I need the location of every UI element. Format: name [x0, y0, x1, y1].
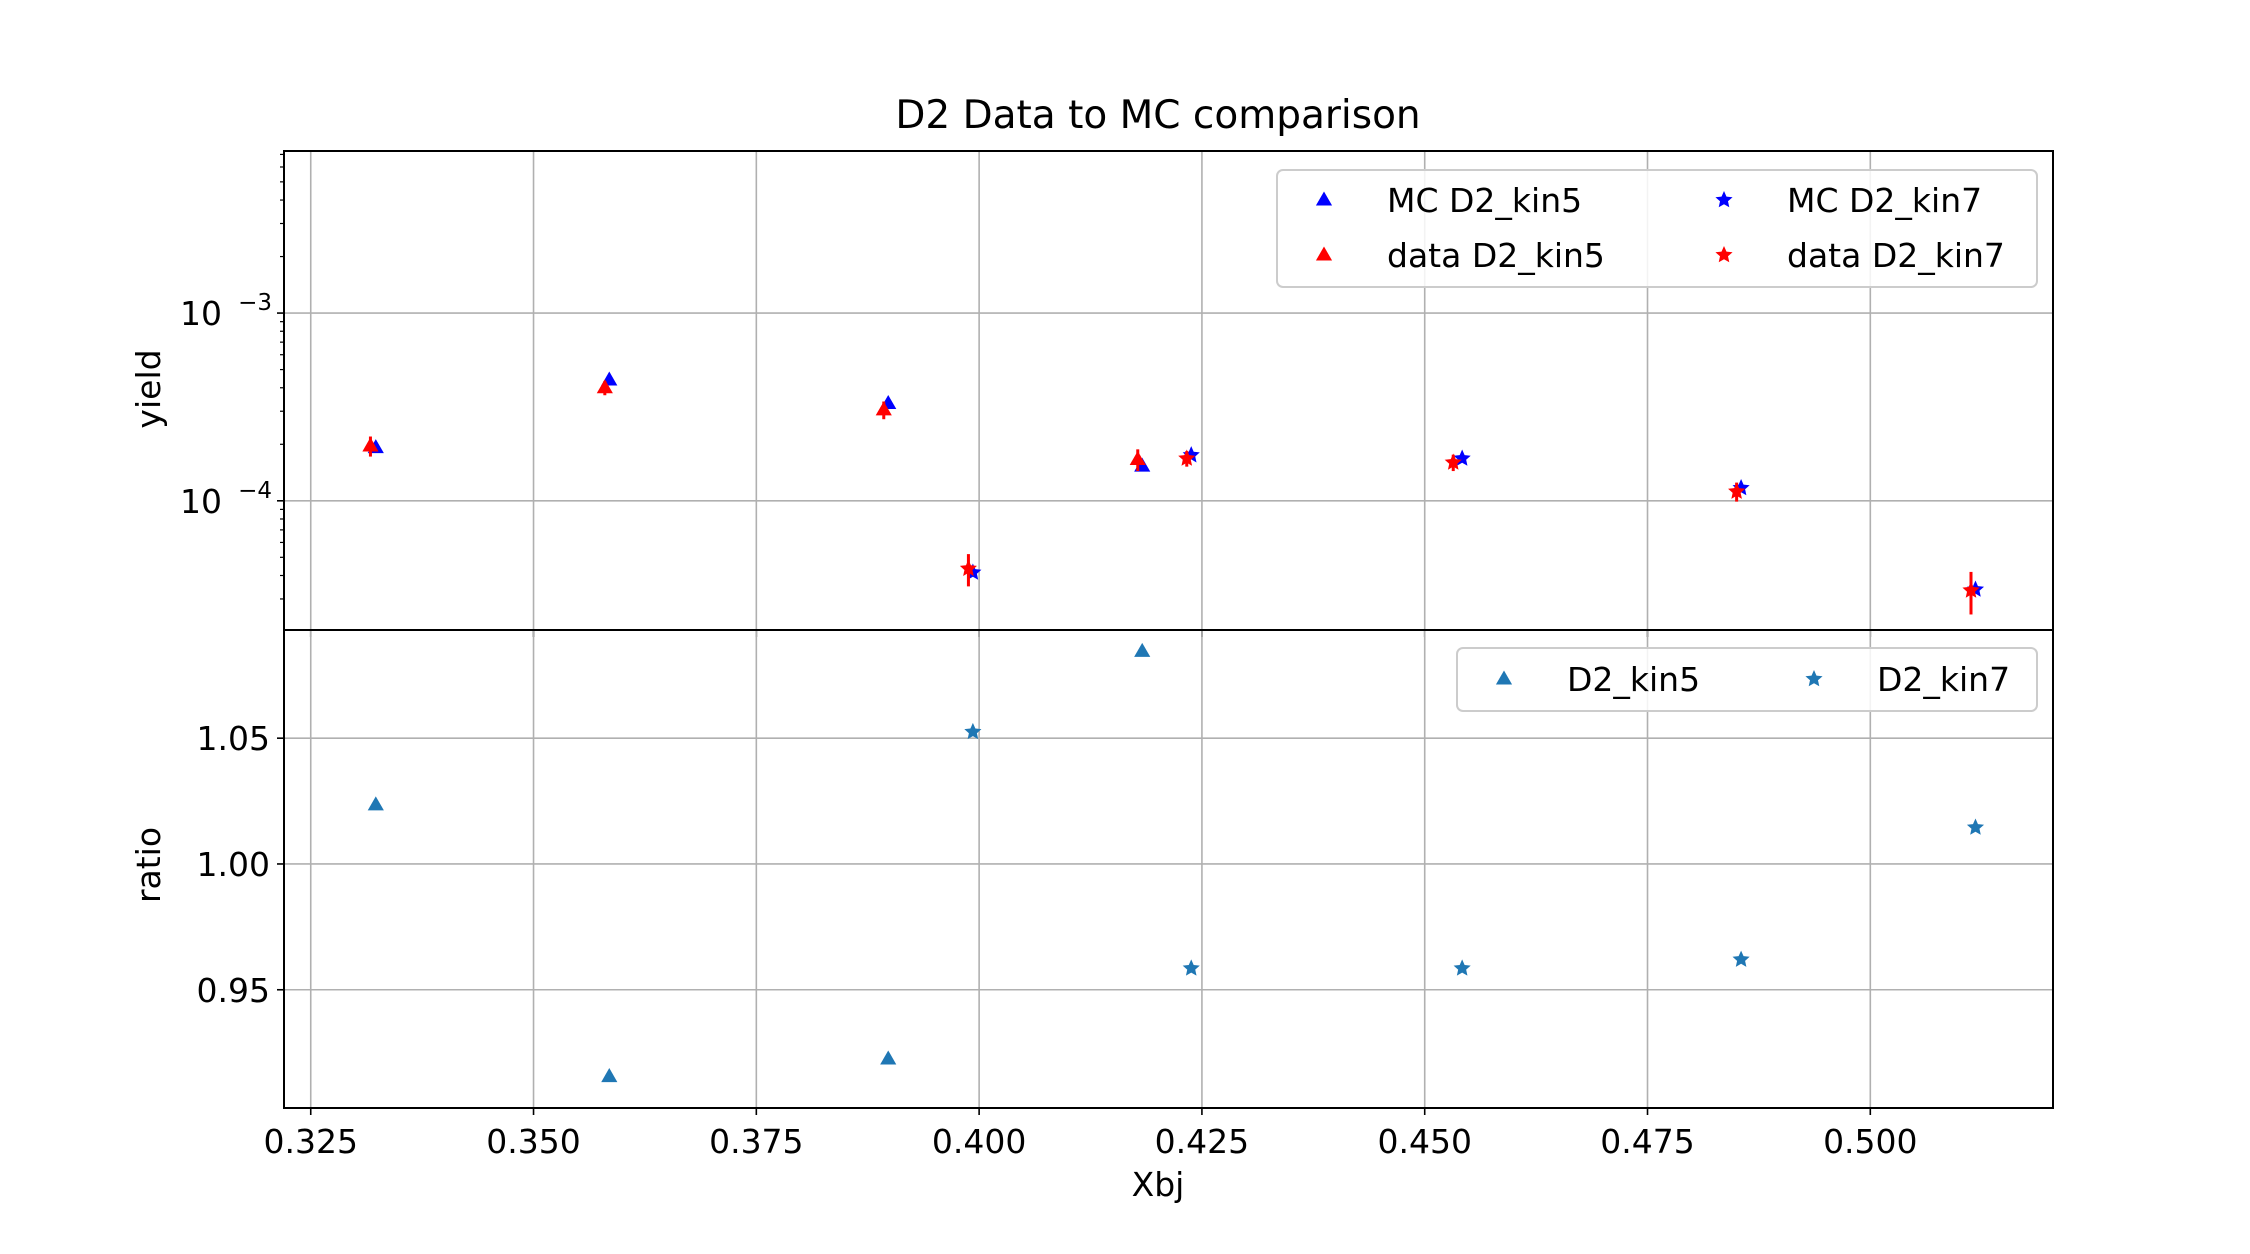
data-point	[875, 401, 892, 416]
data-point	[1129, 450, 1146, 465]
data-point	[959, 559, 977, 576]
legend-item-d2-kin7: D2_kin7	[1805, 660, 2010, 699]
data-point	[1134, 642, 1151, 657]
bottom-x-tick-label: 0.475	[1600, 1122, 1694, 1161]
legend-marker	[1495, 670, 1513, 685]
data-point	[880, 1050, 897, 1065]
legend-label: data D2_kin7	[1787, 236, 2005, 275]
legend-label: D2_kin7	[1877, 660, 2010, 699]
bottom-y-tick-label: 1.05	[197, 719, 270, 758]
data-point	[1178, 449, 1196, 466]
bottom-x-tick-label: 0.500	[1823, 1122, 1917, 1161]
bottom-x-tick-label: 0.400	[932, 1122, 1026, 1161]
data-point	[1728, 482, 1746, 499]
legend-label: D2_kin5	[1567, 660, 1700, 699]
data-point	[1966, 818, 1985, 835]
legend-item-mc-d2-kin7: MC D2_kin7	[1715, 181, 1982, 220]
legend-item-data-d2-kin5: data D2_kin5	[1315, 236, 1605, 275]
bottom-x-tick-label: 0.350	[486, 1122, 580, 1161]
legend-label: MC D2_kin5	[1387, 181, 1582, 220]
top-y-axis-label: yield	[129, 349, 168, 428]
legend-label: MC D2_kin7	[1787, 181, 1982, 220]
top-y-tick-label: 10	[180, 294, 222, 333]
legend-marker	[1715, 191, 1733, 208]
legend-marker	[1805, 670, 1823, 687]
bottom-x-tick-label: 0.375	[709, 1122, 803, 1161]
data-point	[362, 437, 379, 452]
legend-label: data D2_kin5	[1387, 236, 1605, 275]
legend-item-data-d2-kin7: data D2_kin7	[1715, 236, 2005, 275]
bottom-y-tick-label: 0.95	[197, 971, 270, 1010]
legend-marker	[1315, 246, 1333, 261]
data-point	[1182, 959, 1200, 976]
legend-frame	[1276, 169, 2038, 288]
bottom-x-tick-label: 0.325	[263, 1122, 357, 1161]
data-point	[367, 796, 384, 811]
chart-title: D2 Data to MC comparison	[895, 93, 1420, 138]
data-point	[601, 1068, 618, 1083]
x-axis-label: Xbj	[1132, 1165, 1185, 1204]
data-point	[1732, 950, 1750, 967]
bottom-x-tick-label: 0.450	[1377, 1122, 1471, 1161]
legend-marker	[1715, 246, 1733, 263]
data-point	[1962, 581, 1980, 598]
legend-marker	[1315, 191, 1333, 206]
data-point	[1453, 959, 1471, 976]
series-data-d2-kin7	[959, 449, 1980, 615]
bottom-panel: 0.95 1.00 1.05 0.325 0.350 0.375 0.400 0.425 0.4…	[197, 629, 2054, 1161]
data-point	[964, 722, 982, 740]
series-d2-kin5	[367, 642, 1151, 1083]
top-y-tick-label: 10	[180, 482, 222, 521]
data-point	[1444, 453, 1462, 470]
bottom-axes-frame	[283, 629, 2054, 1109]
bottom-x-tick-label: 0.425	[1155, 1122, 1249, 1161]
series-data-d2-kin5	[362, 379, 1146, 472]
legend-item-mc-d2-kin5: MC D2_kin5	[1315, 181, 1582, 220]
bottom-legend: D2_kin5 D2_kin7	[1456, 647, 2038, 712]
legend-frame	[1456, 647, 2038, 712]
bottom-y-axis-label: ratio	[129, 827, 168, 903]
top-y-tick-exponent: −3	[238, 290, 272, 316]
series-d2-kin7	[964, 722, 1985, 976]
legend-item-d2-kin5: D2_kin5	[1495, 660, 1700, 699]
bottom-y-tick-label: 1.00	[197, 845, 270, 884]
data-point	[596, 379, 613, 394]
top-y-tick-exponent: −4	[238, 478, 272, 504]
